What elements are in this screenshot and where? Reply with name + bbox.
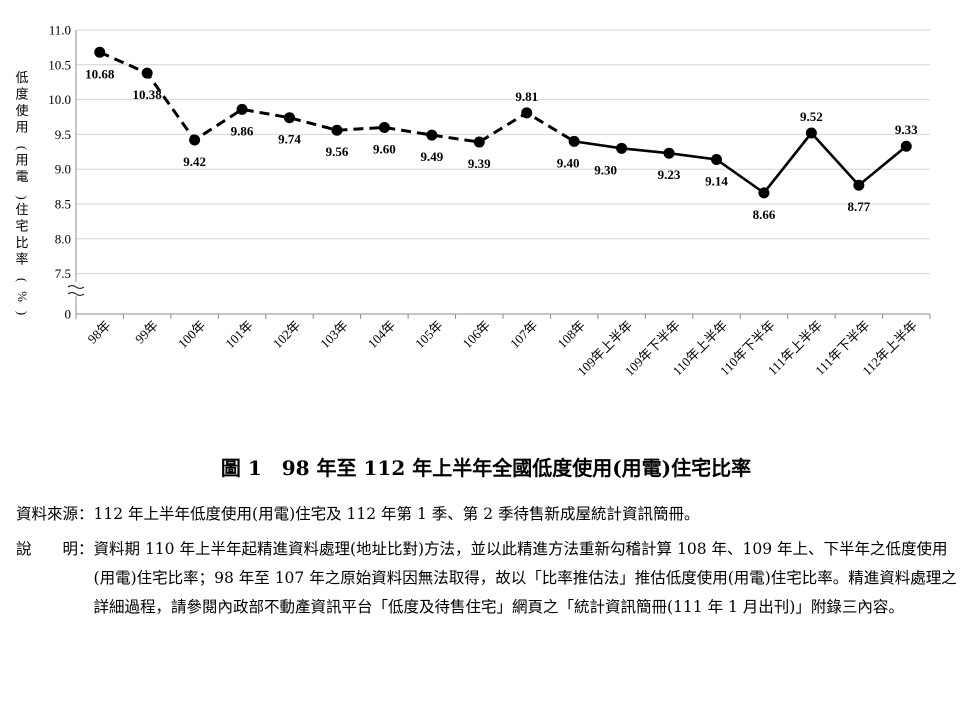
data-point [378, 121, 390, 133]
data-label: 10.68 [85, 66, 115, 81]
y-tick-label: 8.5 [55, 197, 71, 212]
y-tick-label: 7.5 [55, 266, 71, 281]
data-point [616, 142, 628, 154]
data-label: 10.38 [133, 87, 163, 102]
y-axis-label-char: 住 [15, 202, 28, 217]
y-tick-label: 11.0 [49, 23, 71, 38]
series-line-solid [573, 131, 908, 195]
data-labels: 10.68 10.38 9.42 9.86 9.74 9.56 9.60 9.49 9.39 9.… [85, 66, 918, 222]
notes-row: 說 明： 資料期 110 年上半年起精進資料處理(地址比對)方法，並以此精進方法… [16, 535, 961, 622]
data-point [663, 147, 675, 159]
y-tick-label: 10.0 [48, 92, 71, 107]
y-axis-label-char: ( [15, 146, 30, 150]
y-tick-label: 9.5 [55, 127, 71, 142]
y-tick-label: 9.0 [55, 162, 71, 177]
x-tick-label: 98年 [85, 318, 114, 347]
y-axis-label-char: 比 [15, 235, 28, 250]
y-axis-label-char: ) [15, 311, 30, 315]
source-label: 資料來源： [16, 505, 94, 523]
y-tick-labels: 11.0 10.5 10.0 9.5 9.0 8.5 8.0 7.5 0 [48, 23, 71, 322]
data-point [521, 107, 533, 119]
line-chart: 11.0 10.5 10.0 9.5 9.0 8.5 8.0 7.5 0 98年 99年 100年 1… [15, 23, 931, 379]
x-tick-label: 107年 [507, 318, 541, 352]
x-tick-label: 104年 [365, 318, 399, 352]
gridlines [76, 29, 930, 275]
y-axis-label-char: 率 [15, 252, 28, 267]
x-tick-label: 105年 [412, 318, 446, 352]
data-label: 9.74 [278, 132, 301, 147]
y-tick-label: 8.0 [55, 231, 71, 246]
x-tick-labels: 98年 99年 100年 101年 102年 103年 104年 105年 106年 107年 10… [85, 318, 921, 379]
data-label: 8.66 [753, 207, 776, 222]
data-label: 9.56 [326, 144, 349, 159]
data-label: 8.77 [847, 199, 870, 214]
x-tick-label: 101年 [222, 318, 256, 352]
figure-caption: 圖 1 98 年至 112 年上半年全國低度使用(用電)住宅比率 [220, 456, 752, 480]
y-axis-label-char: % [15, 291, 30, 302]
data-label: 9.14 [705, 173, 728, 188]
data-point [189, 134, 201, 146]
data-label: 9.60 [373, 141, 396, 156]
y-axis-label-char: 宅 [15, 219, 28, 234]
data-label: 9.33 [895, 122, 918, 137]
data-point [758, 187, 770, 199]
x-tick-label: 99年 [132, 318, 161, 347]
notes-label: 說 明： [16, 540, 94, 558]
data-point [426, 129, 438, 141]
y-axis-label: 低度使用(用電)住宅比率(%) [15, 70, 30, 315]
data-label: 9.81 [515, 89, 538, 104]
data-point [331, 124, 343, 136]
data-point [900, 140, 912, 152]
data-label: 9.30 [594, 162, 617, 177]
data-point [711, 153, 722, 165]
data-label: 9.40 [557, 155, 580, 170]
axes [67, 30, 931, 319]
data-label: 9.86 [231, 123, 254, 138]
data-point [853, 179, 865, 191]
x-tick-label: 103年 [317, 318, 351, 352]
data-point [141, 67, 153, 79]
source-text: 112 年上半年低度使用(用電)住宅及 112 年第 1 季、第 2 季待售新成… [93, 505, 700, 523]
y-axis-label-char: ) [15, 195, 30, 199]
axis-break-mark [67, 284, 85, 297]
data-point [284, 112, 295, 124]
x-tick-label: 102年 [270, 318, 304, 352]
y-tick-label: 0 [65, 307, 72, 322]
data-label: 9.52 [800, 109, 823, 124]
data-point [236, 103, 248, 115]
y-axis-label-char: ( [15, 278, 30, 282]
y-axis-label-char: 用 [15, 120, 28, 135]
y-axis-label-char: 使 [15, 103, 28, 118]
notes-text: 資料期 110 年上半年起精進資料處理(地址比對)方法，並以此精進方法重新勾稽計… [93, 540, 957, 616]
data-point [805, 127, 817, 139]
y-axis-label-char: 度 [15, 87, 28, 102]
notes-block: 資料來源： 112 年上半年低度使用(用電)住宅及 112 年第 1 季、第 2… [16, 500, 961, 622]
x-tick-label: 100年 [175, 318, 209, 352]
data-label: 9.23 [658, 167, 681, 182]
data-label: 9.39 [468, 156, 491, 171]
data-points [94, 46, 912, 199]
data-point [568, 135, 580, 147]
x-tick-label: 106年 [460, 318, 494, 352]
x-tick-label: 108年 [554, 318, 588, 352]
series-line-dashed [99, 50, 575, 144]
data-label: 9.42 [183, 154, 206, 169]
y-axis-label-char: 電 [15, 169, 28, 184]
data-point [94, 46, 106, 58]
y-axis-label-char: 用 [15, 153, 28, 168]
series-lines [99, 50, 908, 195]
data-label: 9.49 [420, 149, 443, 164]
y-axis-label-char: 低 [15, 70, 28, 85]
source-row: 資料來源： 112 年上半年低度使用(用電)住宅及 112 年第 1 季、第 2… [16, 500, 961, 529]
data-point [473, 136, 485, 148]
y-tick-label: 10.5 [48, 57, 71, 72]
